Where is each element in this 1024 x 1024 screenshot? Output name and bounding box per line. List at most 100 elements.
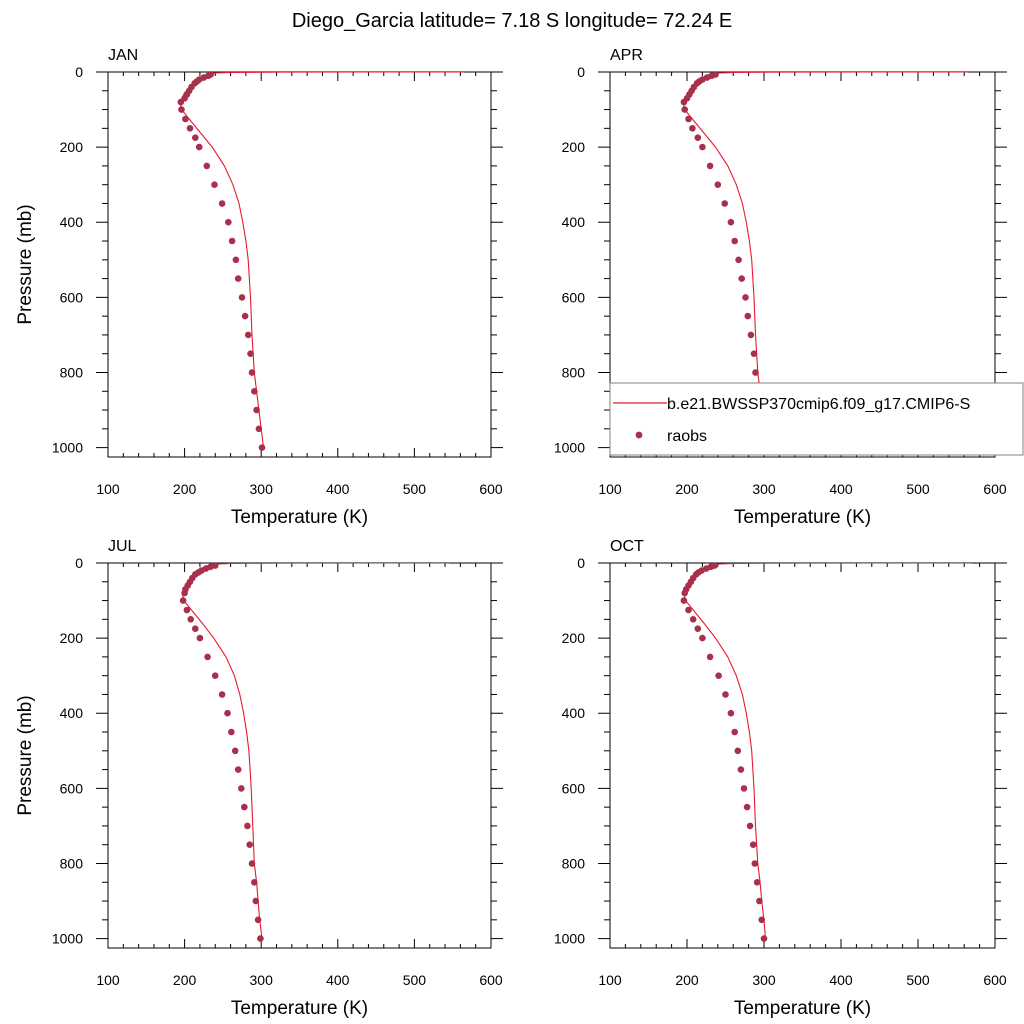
plot-data [177,72,465,451]
raobs-point [727,218,735,226]
raobs-point [258,444,266,451]
y-tick-label: 400 [60,705,84,721]
y-tick-label: 0 [577,555,585,571]
raobs-point [187,616,194,623]
y-tick-label: 600 [562,780,586,796]
raobs-point [228,237,236,245]
y-tick-label: 600 [60,289,84,305]
y-tick-label: 800 [562,364,586,380]
raobs-point [231,747,239,755]
raobs-point [232,256,240,264]
y-tick-label: 1000 [554,440,585,456]
y-tick-label: 200 [60,630,84,646]
panels-container: 100 200 300 400 500 60002004006008001000JANTe… [15,47,1007,1019]
raobs-point [760,935,768,942]
figure-title: Diego_Garcia latitude= 7.18 S longitude=… [292,10,732,32]
raobs-point [179,597,187,604]
raobs-point [699,143,706,151]
x-tick-label: 500 [403,481,427,497]
plot-data [680,563,972,942]
y-axis-title: Pressure (mb) [15,695,36,815]
raobs-point [192,625,199,632]
y-tick-label: 0 [75,64,83,80]
y-tick-label: 800 [60,364,84,380]
panel-oct: 100 200 300 400 500 600 0 200 400 600 800 1000 OCT Te… [554,538,1007,1019]
y-tick-label: 1000 [52,440,83,456]
plot-frame [609,562,996,949]
raobs-point [186,125,194,132]
raobs-point [694,134,702,141]
raobs-point [182,115,189,123]
y-tick-label: 600 [60,780,84,796]
x-tick-label: 500 [906,972,930,988]
raobs-point [694,625,702,632]
raobs-point [204,653,211,661]
x-tick-label: 300 [752,481,776,497]
raobs-point [211,181,218,188]
x-tick-label: 600 [983,972,1007,988]
y-tick-label: 400 [60,214,84,230]
legend-raobs-swatch [635,431,643,439]
raobs-point [738,275,745,282]
raobs-point [196,634,204,642]
model-profile-line [683,563,972,939]
x-tick-label: 400 [326,972,350,988]
raobs-point [203,162,211,170]
raobs-point [218,200,226,207]
y-tick-label: 200 [60,139,84,155]
raobs-point [248,860,256,867]
raobs-point [218,691,226,698]
raobs-point [244,822,251,830]
y-tick-label: 1000 [52,931,83,947]
x-tick-label: 600 [983,481,1007,497]
y-tick-label: 800 [60,855,84,871]
x-tick-label: 500 [906,481,930,497]
raobs-point [685,115,692,123]
y-tick-label: 400 [562,214,586,230]
raobs-point [735,256,742,264]
raobs-point [680,98,688,106]
y-tick-label: 0 [577,64,585,80]
raobs-point [254,916,262,924]
x-axis-title: Temperature (K) [734,507,871,528]
y-tick-label: 200 [562,139,586,155]
raobs-point [251,879,258,886]
panel-apr: 100 200 300 400 500 600 0 200 400 600 800 1000 APR Te… [554,47,1007,528]
raobs-point [681,589,688,597]
raobs-point [241,312,249,320]
raobs-point [750,350,758,358]
x-tick-label: 400 [326,481,350,497]
raobs-point [248,369,256,376]
raobs-point [253,406,260,414]
raobs-point [740,785,748,792]
raobs-point [699,634,706,642]
legend-model-label: b.e21.BWSSP370cmip6.f09_g17.CMIP6-S [667,396,970,413]
raobs-point [721,200,728,207]
x-tick-label: 100 [96,481,120,497]
y-tick-label: 800 [562,855,586,871]
x-tick-label: 200 [675,481,699,497]
raobs-point [257,935,264,942]
raobs-point [753,879,761,886]
model-profile-line [181,563,449,939]
raobs-point [751,860,759,867]
raobs-point [731,728,738,736]
x-tick-label: 100 [96,972,120,988]
raobs-point [680,597,688,604]
y-axis-title: Pressure (mb) [15,204,36,324]
raobs-point [737,766,745,773]
raobs-point [251,388,258,395]
raobs-point [722,691,729,698]
raobs-point [744,312,752,320]
x-tick-label: 100 [598,972,622,988]
raobs-point [706,162,714,170]
x-tick-label: 300 [752,972,776,988]
raobs-point [247,350,254,358]
raobs-point [743,803,751,811]
raobs-point [742,294,749,301]
raobs-point [238,294,246,301]
legend-box [609,382,1024,456]
raobs-point [756,897,763,905]
